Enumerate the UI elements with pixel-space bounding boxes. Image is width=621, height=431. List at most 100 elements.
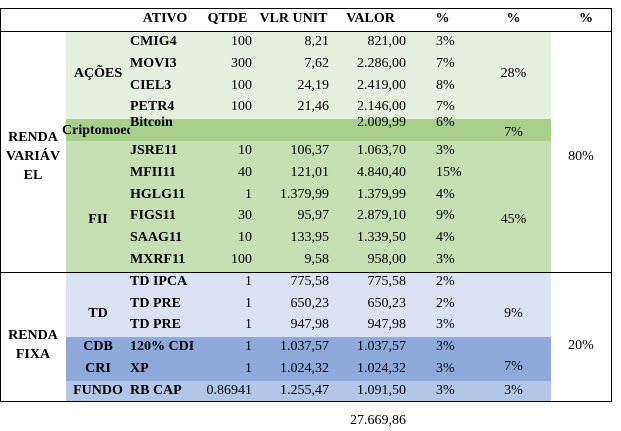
row-qtde: 10 xyxy=(238,143,252,158)
row-pct: 7% xyxy=(436,55,455,71)
grid-line xyxy=(0,400,612,402)
row-qtde: 100 xyxy=(231,99,252,115)
category-cri: CRI xyxy=(85,361,111,376)
row-pct: 3% xyxy=(436,382,455,398)
row-ativo: MFII11 xyxy=(130,164,176,180)
grid-line xyxy=(611,8,612,401)
grid-line xyxy=(0,8,612,9)
row-valor: 650,23 xyxy=(367,295,407,311)
row-vlr-unit: 95,97 xyxy=(297,208,330,224)
group-total-renda-fixa: 20% xyxy=(568,338,594,353)
row-vlr-unit: 650,23 xyxy=(290,295,330,311)
row-pct: 3% xyxy=(436,143,455,158)
row-ativo: PETR4 xyxy=(130,99,175,115)
row-pct: 2% xyxy=(436,295,455,311)
group-total-renda-variavel: 80% xyxy=(568,149,594,164)
row-qtde: 1 xyxy=(245,317,252,333)
row-vlr-unit: 1.037,57 xyxy=(280,339,329,355)
row-qtde: 1 xyxy=(245,339,252,355)
row-vlr-unit: 121,01 xyxy=(290,164,330,180)
row-vlr-unit: 947,98 xyxy=(290,317,330,333)
row-ativo: HGLG11 xyxy=(130,186,186,202)
row-pct: 3% xyxy=(436,339,455,355)
row-pct: 4% xyxy=(436,186,455,202)
row-ativo: MXRF11 xyxy=(130,252,186,267)
cdb-cri-band xyxy=(66,337,551,381)
row-vlr-unit: 21,46 xyxy=(297,99,330,115)
column-header: QTDE xyxy=(207,11,248,26)
row-qtde: 1 xyxy=(245,186,252,202)
row-pct: 2% xyxy=(436,273,455,289)
grand-total: 27.669,86 xyxy=(350,413,406,428)
row-valor: 4.840,40 xyxy=(357,164,406,180)
row-valor: 2.146,00 xyxy=(357,99,406,115)
row-ativo: SAAG11 xyxy=(130,230,183,246)
row-vlr-unit: 7,62 xyxy=(304,55,330,71)
row-valor: 1.379,99 xyxy=(357,186,406,202)
row-valor: 2.879,10 xyxy=(357,208,406,224)
subtotal-fundo: 3% xyxy=(504,382,523,398)
subtotal-cdb-cri: 7% xyxy=(504,359,523,374)
row-qtde: 0.86941 xyxy=(206,382,253,398)
row-pct: 4% xyxy=(436,230,455,246)
group-label-renda-fixa: FIXA xyxy=(15,347,51,362)
row-qtde: 100 xyxy=(231,34,252,49)
row-ativo: RB CAP xyxy=(130,382,182,398)
row-qtde: 1 xyxy=(245,295,252,311)
category-acoes: AÇÕES xyxy=(73,66,123,81)
grid-line xyxy=(0,31,612,32)
row-vlr-unit: 775,58 xyxy=(290,273,330,289)
row-valor: 1.339,50 xyxy=(357,230,406,246)
row-qtde: 1 xyxy=(245,273,252,289)
column-header: ATIVO xyxy=(142,11,188,26)
row-valor: 1.091,50 xyxy=(357,382,406,398)
row-ativo: CIEL3 xyxy=(130,77,172,93)
row-qtde: 100 xyxy=(231,77,252,93)
category-crypto: Criptomoedas xyxy=(62,123,130,139)
row-ativo: TD IPCA xyxy=(130,273,188,289)
row-pct: 7% xyxy=(436,99,455,115)
row-ativo: XP xyxy=(130,361,149,376)
subtotal-td: 9% xyxy=(504,306,523,321)
row-pct: 3% xyxy=(436,317,455,333)
row-vlr-unit: 106,37 xyxy=(290,143,330,158)
row-vlr-unit: 8,21 xyxy=(304,34,330,49)
row-qtde: 30 xyxy=(238,208,252,224)
row-valor: 821,00 xyxy=(367,34,407,49)
row-valor: 2.286,00 xyxy=(357,55,406,71)
td-band xyxy=(66,271,551,338)
row-valor: 1.037,57 xyxy=(357,339,406,355)
row-valor: 958,00 xyxy=(367,252,407,267)
row-pct: 6% xyxy=(436,115,455,131)
row-qtde: 40 xyxy=(238,164,252,180)
row-vlr-unit: 24,19 xyxy=(297,77,330,93)
row-valor: 947,98 xyxy=(367,317,407,333)
row-pct: 3% xyxy=(436,34,455,49)
row-valor: 1.024,32 xyxy=(357,361,406,376)
row-ativo: TD PRE xyxy=(130,317,181,333)
row-vlr-unit: 1.379,99 xyxy=(280,186,329,202)
acoes-band xyxy=(66,32,551,120)
subtotal-crypto: 7% xyxy=(504,125,523,141)
category-td: TD xyxy=(88,306,108,321)
row-pct: 9% xyxy=(436,208,455,224)
column-header: % xyxy=(506,11,521,26)
row-pct: 3% xyxy=(436,361,455,376)
row-ativo: MOVI3 xyxy=(130,55,177,71)
row-valor: 1.063,70 xyxy=(357,143,406,158)
row-ativo: FIGS11 xyxy=(130,208,176,224)
row-vlr-unit: 133,95 xyxy=(290,230,330,246)
fii-band xyxy=(66,141,551,272)
group-label-renda-fixa: RENDA xyxy=(8,328,58,343)
group-label-renda-variavel: RENDA xyxy=(8,130,58,145)
row-ativo: CMIG4 xyxy=(130,34,177,49)
grid-line xyxy=(0,271,612,273)
category-fundo: FUNDO xyxy=(73,382,123,398)
row-ativo: JSRE11 xyxy=(130,143,178,158)
row-pct: 8% xyxy=(436,77,455,93)
row-vlr-unit: 9,58 xyxy=(304,252,330,267)
group-label-renda-variavel: EL xyxy=(23,168,43,183)
row-qtde: 1 xyxy=(245,361,252,376)
row-vlr-unit: 1.255,47 xyxy=(280,382,329,398)
